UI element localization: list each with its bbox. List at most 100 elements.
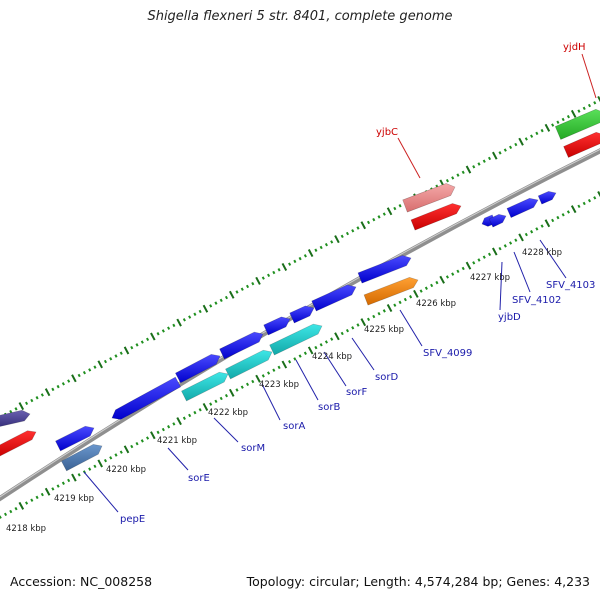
minor-tick bbox=[167, 326, 171, 330]
minor-tick bbox=[514, 142, 518, 147]
minor-tick bbox=[119, 450, 123, 454]
minor-tick bbox=[30, 398, 34, 403]
kbp-label: 4226 kbp bbox=[416, 299, 456, 309]
gene-label-sorA: sorA bbox=[283, 421, 305, 432]
minor-tick bbox=[14, 506, 18, 511]
callout-pepE bbox=[83, 471, 119, 513]
minor-tick bbox=[566, 210, 570, 214]
minor-tick bbox=[314, 248, 318, 252]
minor-tick bbox=[114, 453, 118, 457]
minor-tick bbox=[461, 266, 465, 271]
minor-tick bbox=[524, 232, 528, 237]
minor-tick bbox=[351, 326, 355, 330]
minor-tick bbox=[277, 365, 281, 370]
gene-label-sorB: sorB bbox=[318, 402, 340, 413]
minor-tick bbox=[530, 134, 534, 138]
major-tick bbox=[465, 165, 472, 174]
minor-tick bbox=[345, 231, 350, 236]
minor-tick bbox=[161, 427, 165, 432]
minor-tick bbox=[577, 204, 581, 209]
minor-tick bbox=[582, 106, 586, 111]
minor-tick bbox=[140, 439, 144, 443]
minor-tick bbox=[319, 245, 323, 250]
minor-tick bbox=[356, 323, 360, 327]
minor-tick bbox=[409, 295, 413, 299]
minor-tick bbox=[288, 360, 292, 364]
label-callouts bbox=[83, 53, 597, 513]
minor-tick bbox=[9, 409, 13, 414]
minor-tick bbox=[524, 137, 528, 141]
major-tick bbox=[518, 137, 524, 146]
minor-tick bbox=[9, 509, 13, 514]
gene-arrow bbox=[219, 331, 264, 360]
minor-tick bbox=[251, 379, 255, 384]
major-tick bbox=[334, 235, 340, 244]
gene-arrow-sorA bbox=[225, 349, 273, 380]
minor-tick bbox=[551, 123, 555, 127]
minor-tick bbox=[293, 357, 297, 361]
minor-tick bbox=[530, 230, 534, 234]
kbp-label: 4218 kbp bbox=[6, 524, 46, 534]
major-tick bbox=[18, 501, 25, 510]
minor-tick bbox=[498, 246, 502, 251]
major-tick bbox=[307, 346, 314, 355]
minor-tick bbox=[56, 484, 60, 488]
minor-tick bbox=[277, 268, 281, 272]
minor-tick bbox=[3, 512, 8, 517]
minor-tick bbox=[130, 444, 134, 449]
minor-tick bbox=[193, 312, 197, 316]
minor-tick bbox=[293, 259, 297, 264]
minor-tick bbox=[240, 385, 244, 389]
minor-tick bbox=[566, 114, 570, 119]
gene-arrow-yjdH bbox=[554, 108, 600, 140]
minor-tick bbox=[556, 215, 560, 220]
minor-tick bbox=[472, 165, 476, 169]
minor-tick bbox=[198, 408, 202, 412]
major-tick bbox=[544, 219, 551, 228]
minor-tick bbox=[424, 286, 428, 290]
minor-tick bbox=[161, 329, 165, 333]
gene-arrow-sorM bbox=[181, 371, 229, 402]
minor-tick bbox=[172, 323, 176, 328]
minor-tick bbox=[482, 255, 486, 259]
minor-tick bbox=[182, 416, 186, 420]
minor-tick bbox=[303, 351, 307, 355]
major-tick bbox=[150, 332, 156, 341]
gene-arrow-partial bbox=[0, 430, 37, 457]
minor-tick bbox=[35, 495, 39, 500]
minor-tick bbox=[135, 441, 139, 446]
major-tick bbox=[44, 388, 51, 397]
gene-arrow bbox=[263, 316, 291, 336]
callout-SFV_4102 bbox=[513, 251, 531, 293]
major-tick bbox=[597, 191, 600, 198]
major-tick bbox=[570, 205, 577, 214]
major-tick bbox=[71, 374, 77, 383]
minor-tick bbox=[193, 410, 197, 415]
minor-tick bbox=[82, 370, 86, 375]
minor-tick bbox=[140, 340, 144, 344]
minor-tick bbox=[61, 481, 65, 485]
minor-tick bbox=[487, 156, 492, 161]
callout-sorB bbox=[295, 359, 319, 401]
minor-tick bbox=[245, 284, 250, 289]
major-tick bbox=[281, 360, 288, 369]
minor-tick bbox=[219, 396, 223, 401]
major-tick bbox=[518, 233, 524, 242]
minor-tick bbox=[514, 238, 518, 242]
gene-label-SFV_4099: SFV_4099 bbox=[423, 348, 472, 359]
minor-tick bbox=[593, 196, 597, 200]
kbp-label: 4219 kbp bbox=[54, 494, 94, 504]
gene-label-SFV_4102: SFV_4102 bbox=[512, 295, 561, 306]
major-tick bbox=[255, 276, 261, 285]
minor-tick bbox=[51, 387, 55, 392]
minor-tick bbox=[103, 458, 108, 463]
minor-tick bbox=[188, 413, 192, 418]
minor-tick bbox=[451, 176, 455, 180]
minor-tick bbox=[456, 269, 460, 274]
major-tick bbox=[44, 487, 51, 496]
minor-tick bbox=[366, 220, 371, 225]
gene-arrow-SFV_4102 bbox=[506, 197, 539, 218]
minor-tick bbox=[67, 379, 71, 383]
minor-tick bbox=[298, 256, 302, 261]
minor-tick bbox=[372, 314, 376, 319]
